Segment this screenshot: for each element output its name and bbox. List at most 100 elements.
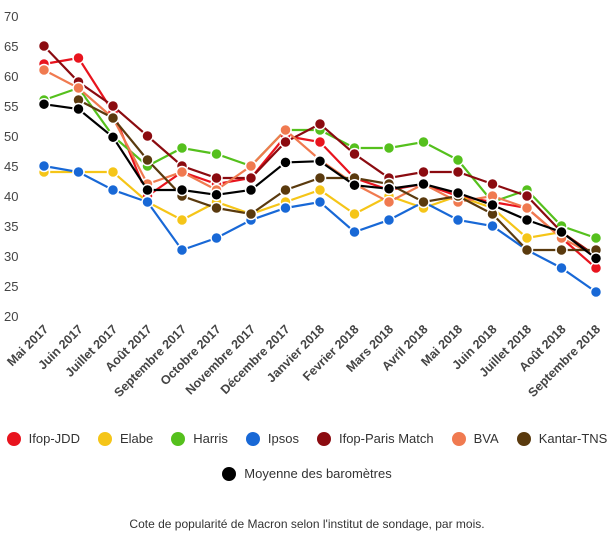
data-point: [72, 81, 85, 95]
legend-item[interactable]: Moyenne des baromètres: [222, 466, 392, 481]
y-tick-label: 60: [4, 69, 18, 84]
data-point: [589, 252, 603, 265]
legend-marker-icon: [451, 431, 466, 446]
data-point: [279, 135, 292, 149]
y-tick-label: 70: [4, 9, 18, 24]
data-point: [451, 186, 465, 200]
legend-marker-icon: [245, 431, 260, 446]
data-point: [210, 147, 223, 161]
data-point: [589, 231, 603, 245]
data-point: [417, 177, 430, 191]
legend-item[interactable]: Ipsos: [245, 431, 299, 446]
legend-label: Ifop-Paris Match: [338, 431, 434, 446]
data-point: [486, 198, 499, 212]
legend-label: Elabe: [119, 431, 154, 446]
y-tick-label: 35: [4, 219, 18, 234]
y-tick-label: 20: [4, 309, 18, 324]
data-point: [313, 195, 327, 209]
data-point: [313, 154, 327, 168]
data-point: [210, 171, 223, 185]
data-point: [520, 201, 534, 215]
data-point: [279, 201, 292, 215]
data-point: [417, 195, 430, 209]
legend-marker-icon: [97, 431, 112, 446]
data-point: [313, 117, 327, 131]
x-tick-label: Octobre 2017: [158, 322, 224, 388]
data-point: [382, 195, 396, 209]
data-point: [141, 183, 154, 197]
data-point: [417, 165, 430, 179]
legend-marker-icon: [171, 431, 186, 446]
data-point: [555, 261, 568, 275]
y-tick-label: 45: [4, 159, 18, 174]
data-point: [141, 153, 154, 167]
data-point: [72, 102, 85, 116]
legend-marker-icon: [516, 431, 531, 446]
data-point: [451, 213, 465, 227]
data-point: [37, 63, 51, 77]
data-point: [244, 159, 258, 173]
legend-marker-icon: [222, 466, 237, 481]
series-line: [43, 45, 597, 257]
data-point: [486, 219, 499, 233]
data-point: [348, 147, 361, 161]
series-kantar-tns: [72, 93, 603, 257]
data-point: [279, 183, 292, 197]
data-point: [520, 213, 534, 227]
data-point: [348, 225, 361, 239]
legend-label: Moyenne des baromètres: [244, 466, 392, 481]
legend-item[interactable]: Kantar-TNS: [516, 431, 608, 446]
data-point: [210, 231, 223, 245]
data-point: [141, 195, 154, 209]
data-point: [175, 213, 189, 227]
legend-label: BVA: [473, 431, 499, 446]
y-tick-label: 30: [4, 249, 18, 264]
legend-item[interactable]: Ifop-JDD: [6, 431, 80, 446]
series-ifop-paris-match: [37, 39, 603, 263]
data-point: [72, 51, 85, 65]
data-point: [382, 141, 396, 155]
data-point: [210, 201, 223, 215]
y-tick-label: 50: [4, 129, 18, 144]
y-tick-label: 55: [4, 99, 18, 114]
data-point: [520, 189, 534, 203]
legend-label: Harris: [193, 431, 228, 446]
data-point: [279, 123, 292, 137]
legend-label: Ipsos: [267, 431, 299, 446]
data-point: [451, 165, 465, 179]
legend-item[interactable]: Harris: [171, 431, 228, 446]
data-point: [175, 183, 189, 197]
data-point: [555, 225, 568, 239]
data-point: [141, 129, 154, 143]
legend-label: Ifop-JDD: [28, 431, 80, 446]
data-point: [417, 135, 430, 149]
data-point: [486, 177, 499, 191]
legend-item[interactable]: Ifop-Paris Match: [316, 431, 434, 446]
legend-item[interactable]: Elabe: [97, 431, 154, 446]
data-point: [37, 39, 51, 53]
data-point: [175, 165, 189, 179]
series-line: [77, 99, 596, 252]
data-point: [175, 243, 189, 257]
legend-row-2: Moyenne des baromètres: [0, 466, 614, 481]
data-point: [520, 231, 534, 245]
data-point: [451, 153, 465, 167]
data-point: [313, 171, 327, 185]
data-point: [210, 188, 223, 202]
legend-marker-icon: [316, 431, 331, 446]
y-tick-label: 65: [4, 39, 18, 54]
legend-label: Kantar-TNS: [538, 431, 608, 446]
data-point: [520, 243, 534, 257]
legend-item[interactable]: BVA: [451, 431, 499, 446]
data-point: [313, 135, 327, 149]
legend-row-1: Ifop-JDD Elabe Harris Ipsos Ifop-Paris Match…: [0, 431, 614, 446]
data-point: [106, 165, 120, 179]
data-point: [244, 207, 258, 221]
data-point: [348, 178, 361, 192]
data-point: [382, 213, 396, 227]
legend-marker-icon: [6, 431, 21, 446]
data-point: [106, 130, 120, 144]
data-point: [106, 111, 120, 125]
